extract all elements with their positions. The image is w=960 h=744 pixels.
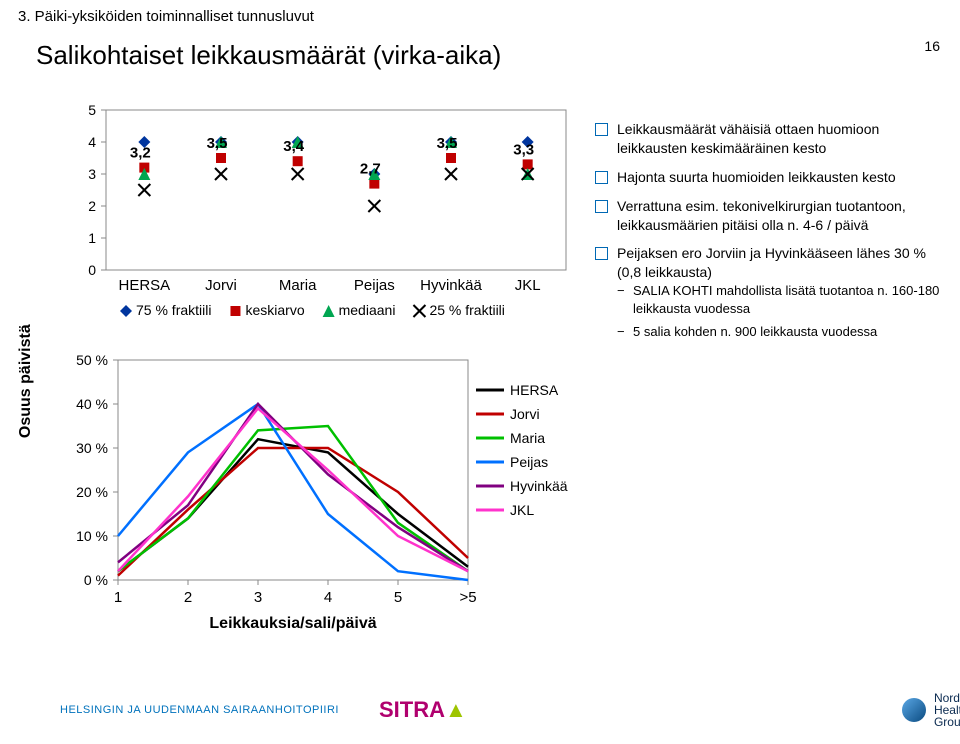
bullet-list: Leikkausmäärät vähäisiä ottaen huomioon … — [595, 120, 945, 351]
svg-text:30 %: 30 % — [76, 440, 108, 456]
svg-text:1: 1 — [88, 230, 96, 246]
svg-text:Peijas: Peijas — [510, 454, 548, 470]
svg-text:3: 3 — [88, 166, 96, 182]
scatter-chart: 0 1 2 3 4 5 HERSA Jorvi Maria Peijas Hyvinkää JKL 3,… — [36, 100, 576, 320]
svg-text:75 % fraktiili: 75 % fraktiili — [136, 302, 211, 318]
y-axis-label: Osuus päivistä — [17, 324, 35, 438]
svg-text:3,2: 3,2 — [130, 145, 151, 162]
svg-text:5: 5 — [88, 102, 96, 118]
svg-text:0 %: 0 % — [84, 572, 108, 588]
svg-text:2: 2 — [88, 198, 96, 214]
section-heading: 3. Päiki-yksiköiden toiminnalliset tunnu… — [18, 8, 314, 25]
svg-text:5: 5 — [394, 589, 402, 606]
svg-text:3,4: 3,4 — [283, 138, 305, 155]
page-number: 16 — [924, 38, 940, 54]
svg-text:Maria: Maria — [279, 277, 317, 294]
svg-text:4: 4 — [88, 134, 96, 150]
slide-page: 3. Päiki-yksiköiden toiminnalliset tunnu… — [0, 0, 960, 744]
svg-text:mediaani: mediaani — [339, 302, 396, 318]
hus-logo: HELSINGIN JA UUDENMAAN SAIRAANHOITOPIIRI — [60, 704, 339, 716]
nhg-logo: NordicHealthcareGroup — [902, 692, 960, 728]
svg-text:3,3: 3,3 — [513, 141, 534, 158]
svg-text:Maria: Maria — [510, 430, 545, 446]
svg-text:Jorvi: Jorvi — [510, 406, 540, 422]
svg-text:Jorvi: Jorvi — [205, 277, 237, 294]
svg-text:25 % fraktiili: 25 % fraktiili — [429, 302, 504, 318]
svg-text:10 %: 10 % — [76, 528, 108, 544]
svg-text:40 %: 40 % — [76, 396, 108, 412]
svg-text:2: 2 — [184, 589, 192, 606]
svg-text:Hyvinkää: Hyvinkää — [420, 277, 482, 294]
svg-text:Leikkauksia/sali/päivä: Leikkauksia/sali/päivä — [209, 615, 376, 632]
svg-text:1: 1 — [114, 589, 122, 606]
svg-text:3,5: 3,5 — [207, 135, 228, 152]
bullet-item: Verrattuna esim. tekonivelkirurgian tuot… — [595, 197, 945, 235]
svg-text:3,5: 3,5 — [437, 135, 458, 152]
sitra-logo: SITRA▲ — [379, 697, 467, 723]
line-chart-svg: 0 % 10 % 20 % 30 % 40 % 50 % 1 2 3 4 5 >5 Leikkauksi… — [36, 350, 576, 640]
svg-text:>5: >5 — [459, 589, 476, 606]
svg-text:50 %: 50 % — [76, 352, 108, 368]
svg-text:3: 3 — [254, 589, 262, 606]
footer-logos: HELSINGIN JA UUDENMAAN SAIRAANHOITOPIIRI… — [0, 688, 960, 732]
bullet-item: Leikkausmäärät vähäisiä ottaen huomioon … — [595, 120, 945, 158]
bullet-item: Peijaksen ero Jorviin ja Hyvinkääseen lä… — [595, 244, 945, 340]
svg-text:keskiarvo: keskiarvo — [245, 302, 304, 318]
svg-text:20 %: 20 % — [76, 484, 108, 500]
nhg-mark-icon — [902, 698, 926, 722]
svg-text:Hyvinkää: Hyvinkää — [510, 478, 568, 494]
scatter-chart-svg: 0 1 2 3 4 5 HERSA Jorvi Maria Peijas Hyvinkää JKL 3,… — [36, 100, 576, 320]
svg-text:HERSA: HERSA — [510, 382, 559, 398]
bullet-item: Hajonta suurta huomioiden leikkausten ke… — [595, 168, 945, 187]
line-chart: Osuus päivistä 0 %10 %20 %30 %40 %50 %12… — [36, 350, 576, 640]
sub-bullet-item: 5 salia kohden n. 900 leikkausta vuodess… — [617, 323, 945, 341]
svg-text:JKL: JKL — [510, 502, 534, 518]
svg-text:HERSA: HERSA — [118, 277, 170, 294]
sub-bullet-item: SALIA KOHTI mahdollista lisätä tuotantoa… — [617, 282, 945, 317]
page-title: Salikohtaiset leikkausmäärät (virka-aika… — [36, 40, 501, 71]
svg-text:2,7: 2,7 — [360, 161, 381, 178]
svg-text:JKL: JKL — [515, 277, 541, 294]
svg-text:4: 4 — [324, 589, 332, 606]
svg-text:0: 0 — [88, 262, 96, 278]
svg-text:Peijas: Peijas — [354, 277, 395, 294]
